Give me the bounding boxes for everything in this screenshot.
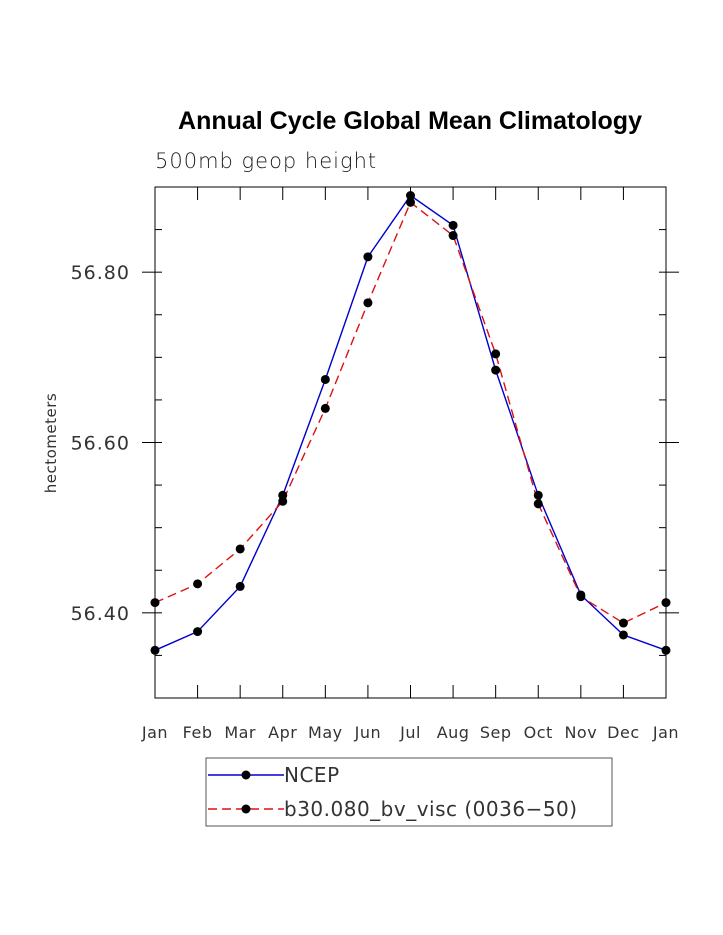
legend-label-ncep: NCEP: [284, 763, 340, 787]
data-point-ncep: [448, 220, 458, 230]
legend-marker-ncep: [241, 770, 251, 780]
data-point-ncep: [363, 252, 373, 262]
data-point-ncep: [661, 645, 671, 655]
legend: NCEP b30.080_bv_visc (0036−50): [205, 757, 613, 827]
chart-title: Annual Cycle Global Mean Climatology: [178, 107, 642, 135]
data-point-model: [576, 592, 586, 602]
data-point-model: [363, 298, 373, 308]
data-point-model: [193, 579, 203, 589]
data-point-model: [618, 618, 628, 628]
y-tick-label: 56.80: [71, 262, 130, 284]
data-point-model: [661, 598, 671, 608]
chart-subtitle: 500mb geop height: [155, 149, 377, 173]
series-line-model: [154, 201, 667, 624]
series-line-ncep: [154, 194, 667, 651]
data-point-model: [320, 403, 330, 413]
x-tick-label: May: [308, 723, 343, 742]
x-tick-label: Mar: [224, 723, 256, 742]
legend-label-model: b30.080_bv_visc (0036−50): [284, 797, 578, 821]
data-point-model: [491, 349, 501, 359]
data-point-model: [235, 544, 245, 554]
data-point-model: [150, 598, 160, 608]
x-tick-label: Nov: [564, 723, 597, 742]
y-tick-label: 56.40: [71, 603, 130, 625]
y-tick-label: 56.60: [71, 433, 130, 455]
data-point-ncep: [406, 191, 415, 201]
data-point-ncep: [193, 627, 203, 637]
plot-frame: [154, 186, 667, 699]
data-point-ncep: [618, 630, 628, 640]
x-tick-label: Jan: [141, 723, 168, 742]
tick-labels: Jan Feb Mar Apr May Jun Jul Aug Sep Oct Nov Dec Jan 5…: [71, 262, 679, 742]
x-tick-label: Dec: [607, 723, 639, 742]
x-tick-label: Apr: [268, 723, 297, 742]
data-point-model: [278, 496, 288, 506]
x-tick-label: Jul: [399, 723, 421, 742]
data-point-model: [448, 231, 458, 241]
x-tick-label: Jun: [354, 723, 382, 742]
legend-marker-model: [241, 804, 251, 814]
x-tick-label: Jan: [652, 723, 679, 742]
y-axis-label: hectometers: [42, 393, 60, 493]
data-point-model: [406, 197, 415, 207]
x-tick-label: Feb: [183, 723, 213, 742]
x-tick-label: Aug: [437, 723, 470, 742]
data-point-model: [533, 499, 543, 509]
data-point-ncep: [533, 490, 543, 500]
data-point-ncep: [150, 645, 160, 655]
series-layer: [150, 191, 671, 655]
data-point-ncep: [491, 365, 501, 375]
axes: [142, 186, 679, 699]
x-tick-label: Sep: [480, 723, 512, 742]
x-tick-label: Oct: [524, 723, 553, 742]
data-point-ncep: [320, 374, 330, 384]
legend-box: [205, 757, 613, 827]
data-point-ncep: [235, 581, 245, 591]
